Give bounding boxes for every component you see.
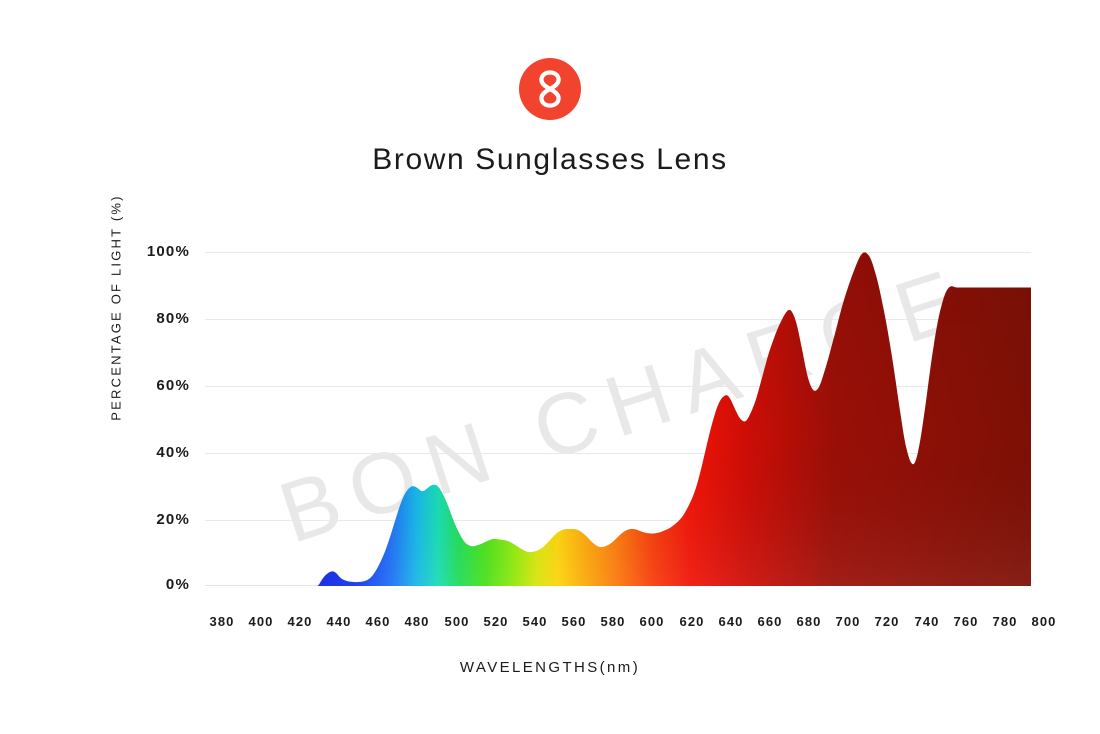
x-tick-460: 460 — [365, 614, 391, 629]
spectrum-curve — [317, 252, 1031, 586]
x-tick-800: 800 — [1031, 614, 1057, 629]
x-tick-740: 740 — [914, 614, 940, 629]
page-title: Brown Sunglasses Lens — [372, 143, 728, 176]
x-tick-600: 600 — [639, 614, 665, 629]
x-tick-380: 380 — [209, 614, 235, 629]
x-tick-480: 480 — [404, 614, 430, 629]
x-tick-640: 640 — [718, 614, 744, 629]
x-tick-560: 560 — [561, 614, 587, 629]
y-tick-80: 80% — [156, 310, 190, 327]
x-axis-title: WAVELENGTHS(nm) — [459, 659, 641, 676]
x-tick-660: 660 — [757, 614, 783, 629]
bon-charge-infinity-logo-icon — [519, 58, 581, 120]
y-tick-40: 40% — [156, 444, 190, 461]
brand-logo — [0, 58, 1100, 120]
x-tick-620: 620 — [679, 614, 705, 629]
x-tick-780: 780 — [992, 614, 1018, 629]
x-tick-440: 440 — [326, 614, 352, 629]
spectrum-shade-overlay — [317, 252, 1031, 586]
x-tick-540: 540 — [522, 614, 548, 629]
y-tick-20: 20% — [156, 511, 190, 528]
x-tick-580: 580 — [600, 614, 626, 629]
x-tick-420: 420 — [287, 614, 313, 629]
x-tick-700: 700 — [835, 614, 861, 629]
x-tick-720: 720 — [874, 614, 900, 629]
x-tick-760: 760 — [953, 614, 979, 629]
y-tick-0: 0% — [165, 576, 190, 593]
x-tick-500: 500 — [444, 614, 470, 629]
x-tick-680: 680 — [796, 614, 822, 629]
y-tick-60: 60% — [156, 377, 190, 394]
y-axis-ticks: 100% 80% 60% 40% 20% 0% — [115, 243, 190, 593]
y-tick-100: 100% — [146, 243, 190, 260]
x-tick-520: 520 — [483, 614, 509, 629]
x-tick-400: 400 — [248, 614, 274, 629]
x-axis-ticks: 380 400 420 440 460 480 500 520 540 560 … — [205, 614, 1056, 634]
